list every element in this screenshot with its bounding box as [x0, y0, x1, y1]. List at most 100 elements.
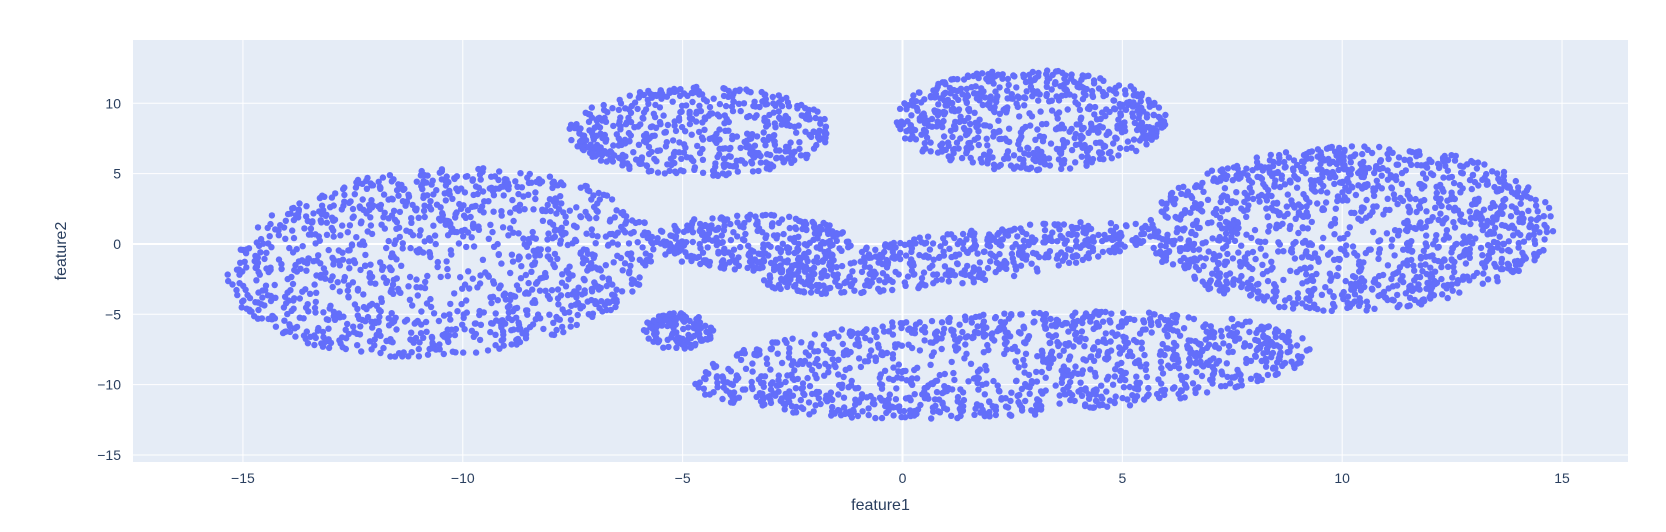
scatter-point	[1199, 346, 1206, 354]
scatter-point	[1532, 196, 1539, 204]
scatter-point	[1064, 106, 1071, 113]
scatter-point	[1010, 152, 1018, 159]
scatter-point	[487, 221, 494, 228]
scatter-point	[1102, 235, 1109, 243]
scatter-point	[458, 300, 465, 308]
scatter-point	[838, 326, 846, 333]
scatter-point	[956, 237, 964, 245]
scatter-point	[423, 179, 430, 186]
scatter-point	[865, 405, 872, 412]
scatter-point	[986, 123, 994, 130]
scatter-point	[1263, 358, 1270, 365]
scatter-point	[292, 333, 299, 340]
scatter-point	[290, 297, 297, 304]
scatter-point	[385, 215, 392, 222]
scatter-point	[507, 269, 514, 277]
scatter-point	[432, 240, 439, 248]
scatter-point	[1260, 350, 1267, 357]
scatter-point	[407, 228, 414, 236]
scatter-point	[587, 141, 594, 148]
scatter-point	[729, 381, 737, 389]
scatter-point	[330, 217, 337, 224]
scatter-point	[742, 386, 749, 393]
scatter-point	[357, 323, 364, 330]
scatter-point	[749, 168, 757, 175]
scatter-point	[626, 92, 633, 99]
scatter-point	[744, 113, 751, 121]
scatter-point	[615, 106, 623, 114]
scatter-point	[1285, 328, 1292, 336]
scatter-point	[1284, 191, 1292, 198]
scatter-point	[730, 229, 737, 236]
scatter-point	[1499, 240, 1507, 248]
scatter-point	[905, 102, 912, 109]
scatter-point	[948, 106, 956, 113]
scatter-point	[1263, 197, 1271, 204]
scatter-point	[494, 240, 501, 248]
scatter-point	[1307, 264, 1314, 271]
scatter-point	[1034, 146, 1041, 153]
scatter-point	[754, 218, 761, 225]
scatter-point	[941, 370, 948, 378]
scatter-point	[1022, 123, 1029, 131]
scatter-point	[424, 351, 432, 358]
scatter-point	[940, 235, 947, 242]
scatter-point	[801, 218, 809, 226]
scatter-point	[849, 406, 857, 414]
scatter-point	[949, 133, 956, 141]
scatter-point	[1116, 350, 1124, 357]
scatter-point	[981, 391, 988, 398]
scatter-point	[937, 95, 944, 102]
scatter-point	[828, 408, 836, 415]
scatter-point	[1252, 353, 1260, 360]
scatter-point	[566, 207, 573, 214]
scatter-point	[1069, 226, 1077, 233]
scatter-point	[465, 268, 472, 275]
scatter-point	[510, 217, 517, 225]
scatter-point	[792, 409, 800, 416]
scatter-point	[1115, 152, 1122, 159]
scatter-point	[1158, 364, 1165, 372]
scatter-point	[352, 184, 360, 191]
scatter-point	[1014, 233, 1021, 240]
scatter-point	[461, 326, 468, 333]
scatter-point	[795, 233, 802, 240]
scatter-point	[684, 253, 691, 260]
scatter-point	[813, 375, 820, 382]
scatter-point	[946, 245, 953, 252]
scatter-point	[1224, 206, 1231, 213]
scatter-point	[282, 328, 290, 335]
scatter-point	[956, 118, 963, 126]
scatter-point	[1030, 238, 1037, 246]
scatter-point	[671, 122, 678, 129]
scatter-point	[635, 94, 642, 101]
scatter-point	[1054, 125, 1062, 132]
scatter-point	[434, 263, 441, 271]
scatter-point	[612, 303, 619, 311]
scatter-point	[990, 107, 997, 114]
scatter-point	[303, 328, 310, 335]
scatter-point	[318, 219, 325, 226]
scatter-point	[277, 222, 284, 229]
scatter-point	[549, 221, 557, 228]
scatter-point	[532, 189, 539, 196]
scatter-point	[597, 157, 605, 164]
scatter-point	[528, 268, 535, 275]
scatter-point	[669, 137, 677, 144]
scatter-point	[1002, 329, 1009, 336]
scatter-point	[719, 170, 727, 177]
scatter-point	[437, 217, 444, 224]
scatter-point	[530, 247, 537, 254]
scatter-point	[548, 287, 556, 294]
scatter-point	[329, 254, 336, 261]
scatter-point	[423, 328, 430, 335]
scatter-point	[1060, 221, 1068, 228]
scatter-point	[368, 300, 376, 308]
scatter-point	[572, 237, 580, 245]
scatter-point	[390, 176, 397, 183]
scatter-point	[1120, 384, 1128, 391]
scatter-point	[930, 256, 937, 263]
scatter-point	[702, 335, 709, 343]
scatter-point	[715, 250, 722, 257]
